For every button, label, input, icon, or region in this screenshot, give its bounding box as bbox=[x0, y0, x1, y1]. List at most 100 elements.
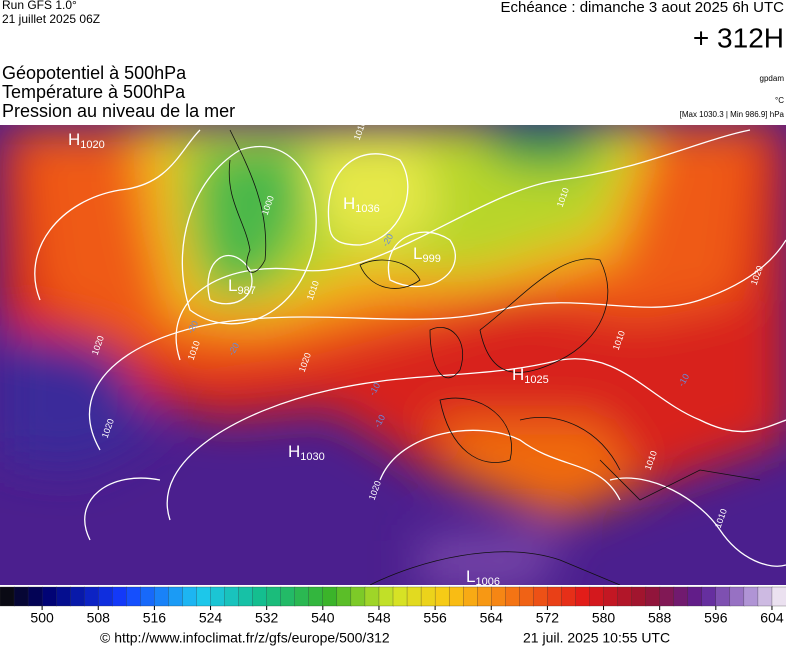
colorbar-tick-label: 596 bbox=[704, 610, 728, 626]
source-url: © http://www.infoclimat.fr/z/gfs/europe/… bbox=[100, 630, 390, 646]
lead-time: + 312H bbox=[693, 22, 784, 53]
pressure-center: L999 bbox=[413, 244, 441, 264]
pressure-center: L987 bbox=[228, 276, 256, 296]
center-letter: L bbox=[228, 276, 237, 295]
colorbar-swatch bbox=[70, 586, 85, 607]
run: Run GFS 1.0° bbox=[2, 0, 77, 12]
colorbar-tick-label: 516 bbox=[143, 610, 167, 626]
colorbar-tick-label: 604 bbox=[760, 610, 784, 626]
extremes: [Max 1030.3 | Min 986.9] hPa bbox=[680, 110, 785, 119]
center-letter: H bbox=[343, 194, 355, 213]
colorbar-tick-label: 540 bbox=[311, 610, 335, 626]
colorbar-swatch bbox=[420, 586, 436, 607]
coastlines bbox=[228, 129, 761, 585]
colorbar-swatch bbox=[547, 586, 563, 607]
center-value: 1020 bbox=[80, 139, 104, 151]
colorbar-swatch bbox=[631, 586, 647, 607]
center-value: 1030 bbox=[300, 451, 324, 463]
pressure-center: H1020 bbox=[68, 130, 105, 150]
colorbar-swatch bbox=[715, 586, 731, 607]
colorbar-swatch bbox=[140, 586, 156, 607]
colorbar-swatch bbox=[645, 586, 661, 607]
colorbar-swatch bbox=[294, 586, 310, 607]
title: Pression au niveau de la mer bbox=[2, 101, 235, 121]
colorbar-tick-label: 588 bbox=[648, 610, 672, 626]
colorbar-swatch bbox=[280, 586, 296, 607]
colorbar-swatch bbox=[589, 586, 605, 607]
colorbar-swatch bbox=[463, 586, 478, 607]
colorbar-swatch bbox=[336, 586, 352, 607]
center-letter: H bbox=[288, 442, 300, 461]
colorbar-swatch bbox=[98, 586, 113, 607]
colorbar-swatch bbox=[0, 586, 15, 607]
colorbar-swatch bbox=[575, 586, 591, 607]
colorbar-swatch bbox=[533, 586, 549, 607]
isobars bbox=[34, 129, 786, 567]
unit-temp: °C bbox=[775, 96, 784, 105]
colorbar-swatch bbox=[378, 586, 394, 607]
run-date: 21 juillet 2025 06Z bbox=[2, 12, 100, 26]
colorbar-tick-label: 508 bbox=[87, 610, 111, 626]
colorbar-tick-label: 524 bbox=[199, 610, 223, 626]
colorbar: 500 508 516 524 532 540 548 556 564 572 580 588 596 6… bbox=[0, 586, 786, 626]
pressure-center: H1030 bbox=[288, 442, 325, 462]
colorbar-swatch bbox=[392, 586, 408, 607]
colorbar-swatch bbox=[168, 586, 184, 607]
colorbar-swatch bbox=[603, 586, 619, 607]
colorbar-swatch bbox=[617, 586, 633, 607]
colorbar-swatch bbox=[364, 586, 380, 607]
center-value: 1025 bbox=[524, 374, 548, 386]
colorbar-swatch bbox=[238, 586, 254, 607]
colorbar-swatch bbox=[477, 586, 492, 607]
colorbar-swatch bbox=[519, 586, 535, 607]
colorbar-swatch bbox=[224, 586, 240, 607]
center-letter: L bbox=[466, 567, 475, 586]
colorbar-swatch bbox=[729, 586, 745, 607]
colorbar-swatch bbox=[154, 586, 170, 607]
pressure-center: L1006 bbox=[466, 567, 500, 587]
colorbar-swatch bbox=[41, 586, 57, 607]
colorbar-swatch bbox=[84, 586, 99, 607]
map bbox=[0, 125, 786, 585]
colorbar-tick-label: 572 bbox=[536, 610, 560, 626]
colorbar-swatch bbox=[13, 586, 29, 607]
colorbar-swatch bbox=[112, 586, 127, 607]
colorbar-swatch bbox=[406, 586, 422, 607]
colorbar-swatch bbox=[434, 586, 450, 607]
colorbar-swatch bbox=[505, 586, 520, 607]
colorbar-swatch bbox=[673, 586, 689, 607]
center-value: 1006 bbox=[475, 576, 499, 588]
title: Température à 500hPa bbox=[2, 82, 186, 102]
pressure-center: H1036 bbox=[343, 194, 380, 214]
colorbar-swatch bbox=[252, 586, 268, 607]
colorbar-swatch bbox=[55, 586, 71, 607]
center-value: 987 bbox=[237, 285, 255, 297]
colorbar-tick-label: 580 bbox=[592, 610, 616, 626]
colorbar-tick-label: 548 bbox=[367, 610, 391, 626]
colorbar-swatch bbox=[659, 586, 675, 607]
colorbar-swatch bbox=[27, 586, 43, 607]
pressure-center: H1025 bbox=[512, 365, 549, 385]
colorbar-swatch bbox=[561, 586, 577, 607]
colorbar-swatch bbox=[126, 586, 142, 607]
colorbar-swatch bbox=[757, 586, 773, 607]
colorbar-swatch bbox=[322, 586, 338, 607]
colorbar-tick-label: 500 bbox=[30, 610, 54, 626]
colorbar-swatch bbox=[701, 586, 717, 607]
valid-time: Echéance : dimanche 3 aout 2025 6h UTC bbox=[500, 0, 784, 16]
colorbar-swatch bbox=[491, 586, 506, 607]
center-value: 999 bbox=[422, 253, 440, 265]
generated-time: 21 juil. 2025 10:55 UTC bbox=[523, 630, 670, 646]
center-letter: L bbox=[413, 244, 422, 263]
colorbar-swatch bbox=[210, 586, 226, 607]
colorbar-swatch bbox=[266, 586, 282, 607]
colorbar-tick-label: 564 bbox=[480, 610, 504, 626]
title: Géopotentiel à 500hPa bbox=[2, 63, 187, 83]
colorbar-swatch bbox=[743, 586, 759, 607]
unit-geo: gpdam bbox=[760, 74, 785, 83]
colorbar-swatch bbox=[771, 586, 786, 607]
center-letter: H bbox=[68, 130, 80, 149]
colorbar-swatch bbox=[448, 586, 464, 607]
colorbar-swatch bbox=[350, 586, 366, 607]
